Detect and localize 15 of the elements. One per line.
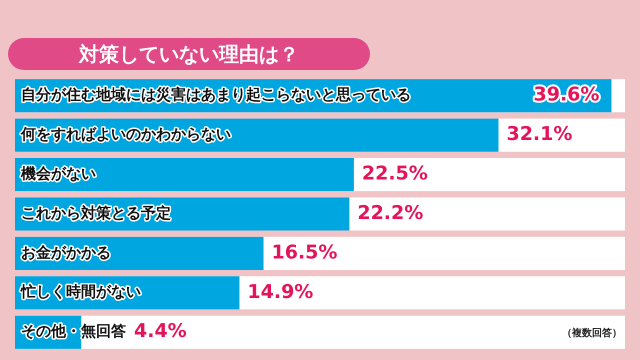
y-tick-label: お金がかかる	[21, 243, 111, 262]
data-label: 32.1%	[506, 123, 572, 146]
y-tick-label: 自分が住む地域には災害はあまり起こらないと思っている	[21, 86, 411, 104]
y-tick-label: 機会がない	[20, 164, 96, 182]
annotation: （複数回答）	[562, 326, 622, 340]
data-label: 22.5%	[362, 162, 428, 185]
data-label: 22.2%	[357, 202, 424, 224]
data-label: 39.6%	[534, 84, 600, 106]
chart-title: 対策していない理由は？	[8, 38, 370, 70]
data-label: 16.5%	[272, 241, 338, 264]
y-tick-label: 忙しく時間がない	[20, 282, 141, 301]
data-label: 14.9%	[247, 280, 314, 303]
y-tick-label: 何をすればよいのかわからない	[20, 125, 231, 144]
y-tick-label: これから対策とる予定	[21, 204, 171, 222]
data-label: 4.4%	[134, 320, 187, 342]
